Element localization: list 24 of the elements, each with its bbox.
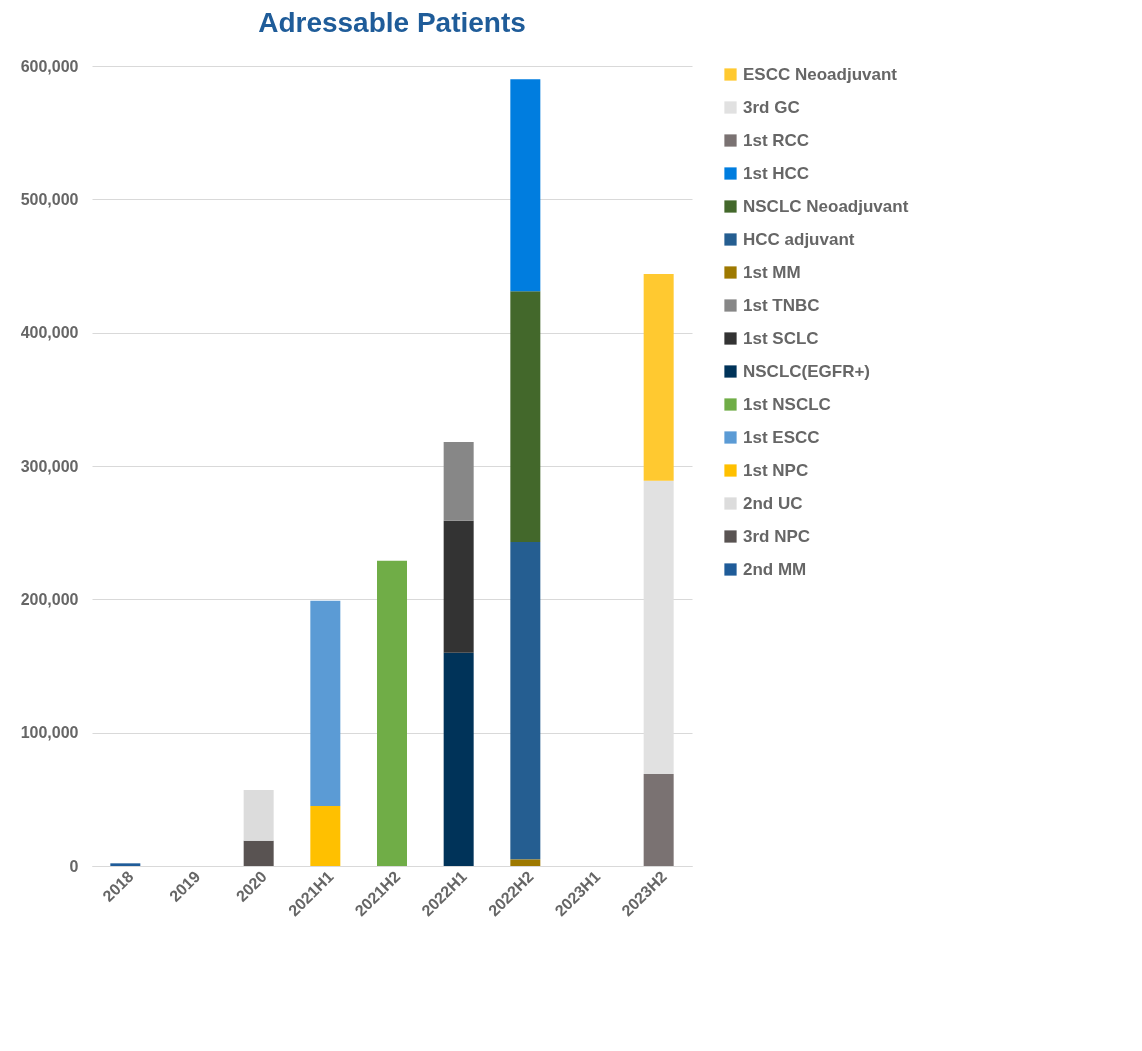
legend-label: 1st NPC: [743, 460, 809, 480]
legend-label: NSCLC Neoadjuvant: [743, 196, 909, 216]
legend-label: 1st TNBC: [743, 295, 820, 315]
y-tick-label: 300,000: [20, 457, 79, 475]
y-tick-label: 600,000: [20, 57, 79, 75]
legend-label: 2nd UC: [743, 493, 803, 513]
y-tick-label: 200,000: [20, 590, 79, 608]
legend-label: HCC adjuvant: [743, 229, 855, 249]
legend-label: 3rd GC: [743, 97, 800, 117]
legend-label: 1st ESCC: [743, 427, 820, 447]
legend-label: 1st MM: [743, 262, 801, 282]
y-tick-label: 400,000: [20, 324, 79, 342]
legend-label: 1st RCC: [743, 130, 810, 150]
y-tick-label: 500,000: [20, 190, 79, 208]
chart-title: Adressable Patients: [258, 7, 526, 38]
legend-label: NSCLC(EGFR+): [743, 361, 871, 381]
y-tick-label: 0: [69, 857, 79, 875]
y-tick-label: 100,000: [20, 724, 79, 742]
legend-label: 1st SCLC: [743, 328, 819, 348]
legend-label: 1st HCC: [743, 163, 810, 183]
legend-label: 3rd NPC: [743, 526, 811, 546]
legend-label: ESCC Neoadjuvant: [743, 64, 898, 84]
legend-label: 1st NSCLC: [743, 394, 831, 414]
legend-label: 2nd MM: [743, 559, 807, 579]
